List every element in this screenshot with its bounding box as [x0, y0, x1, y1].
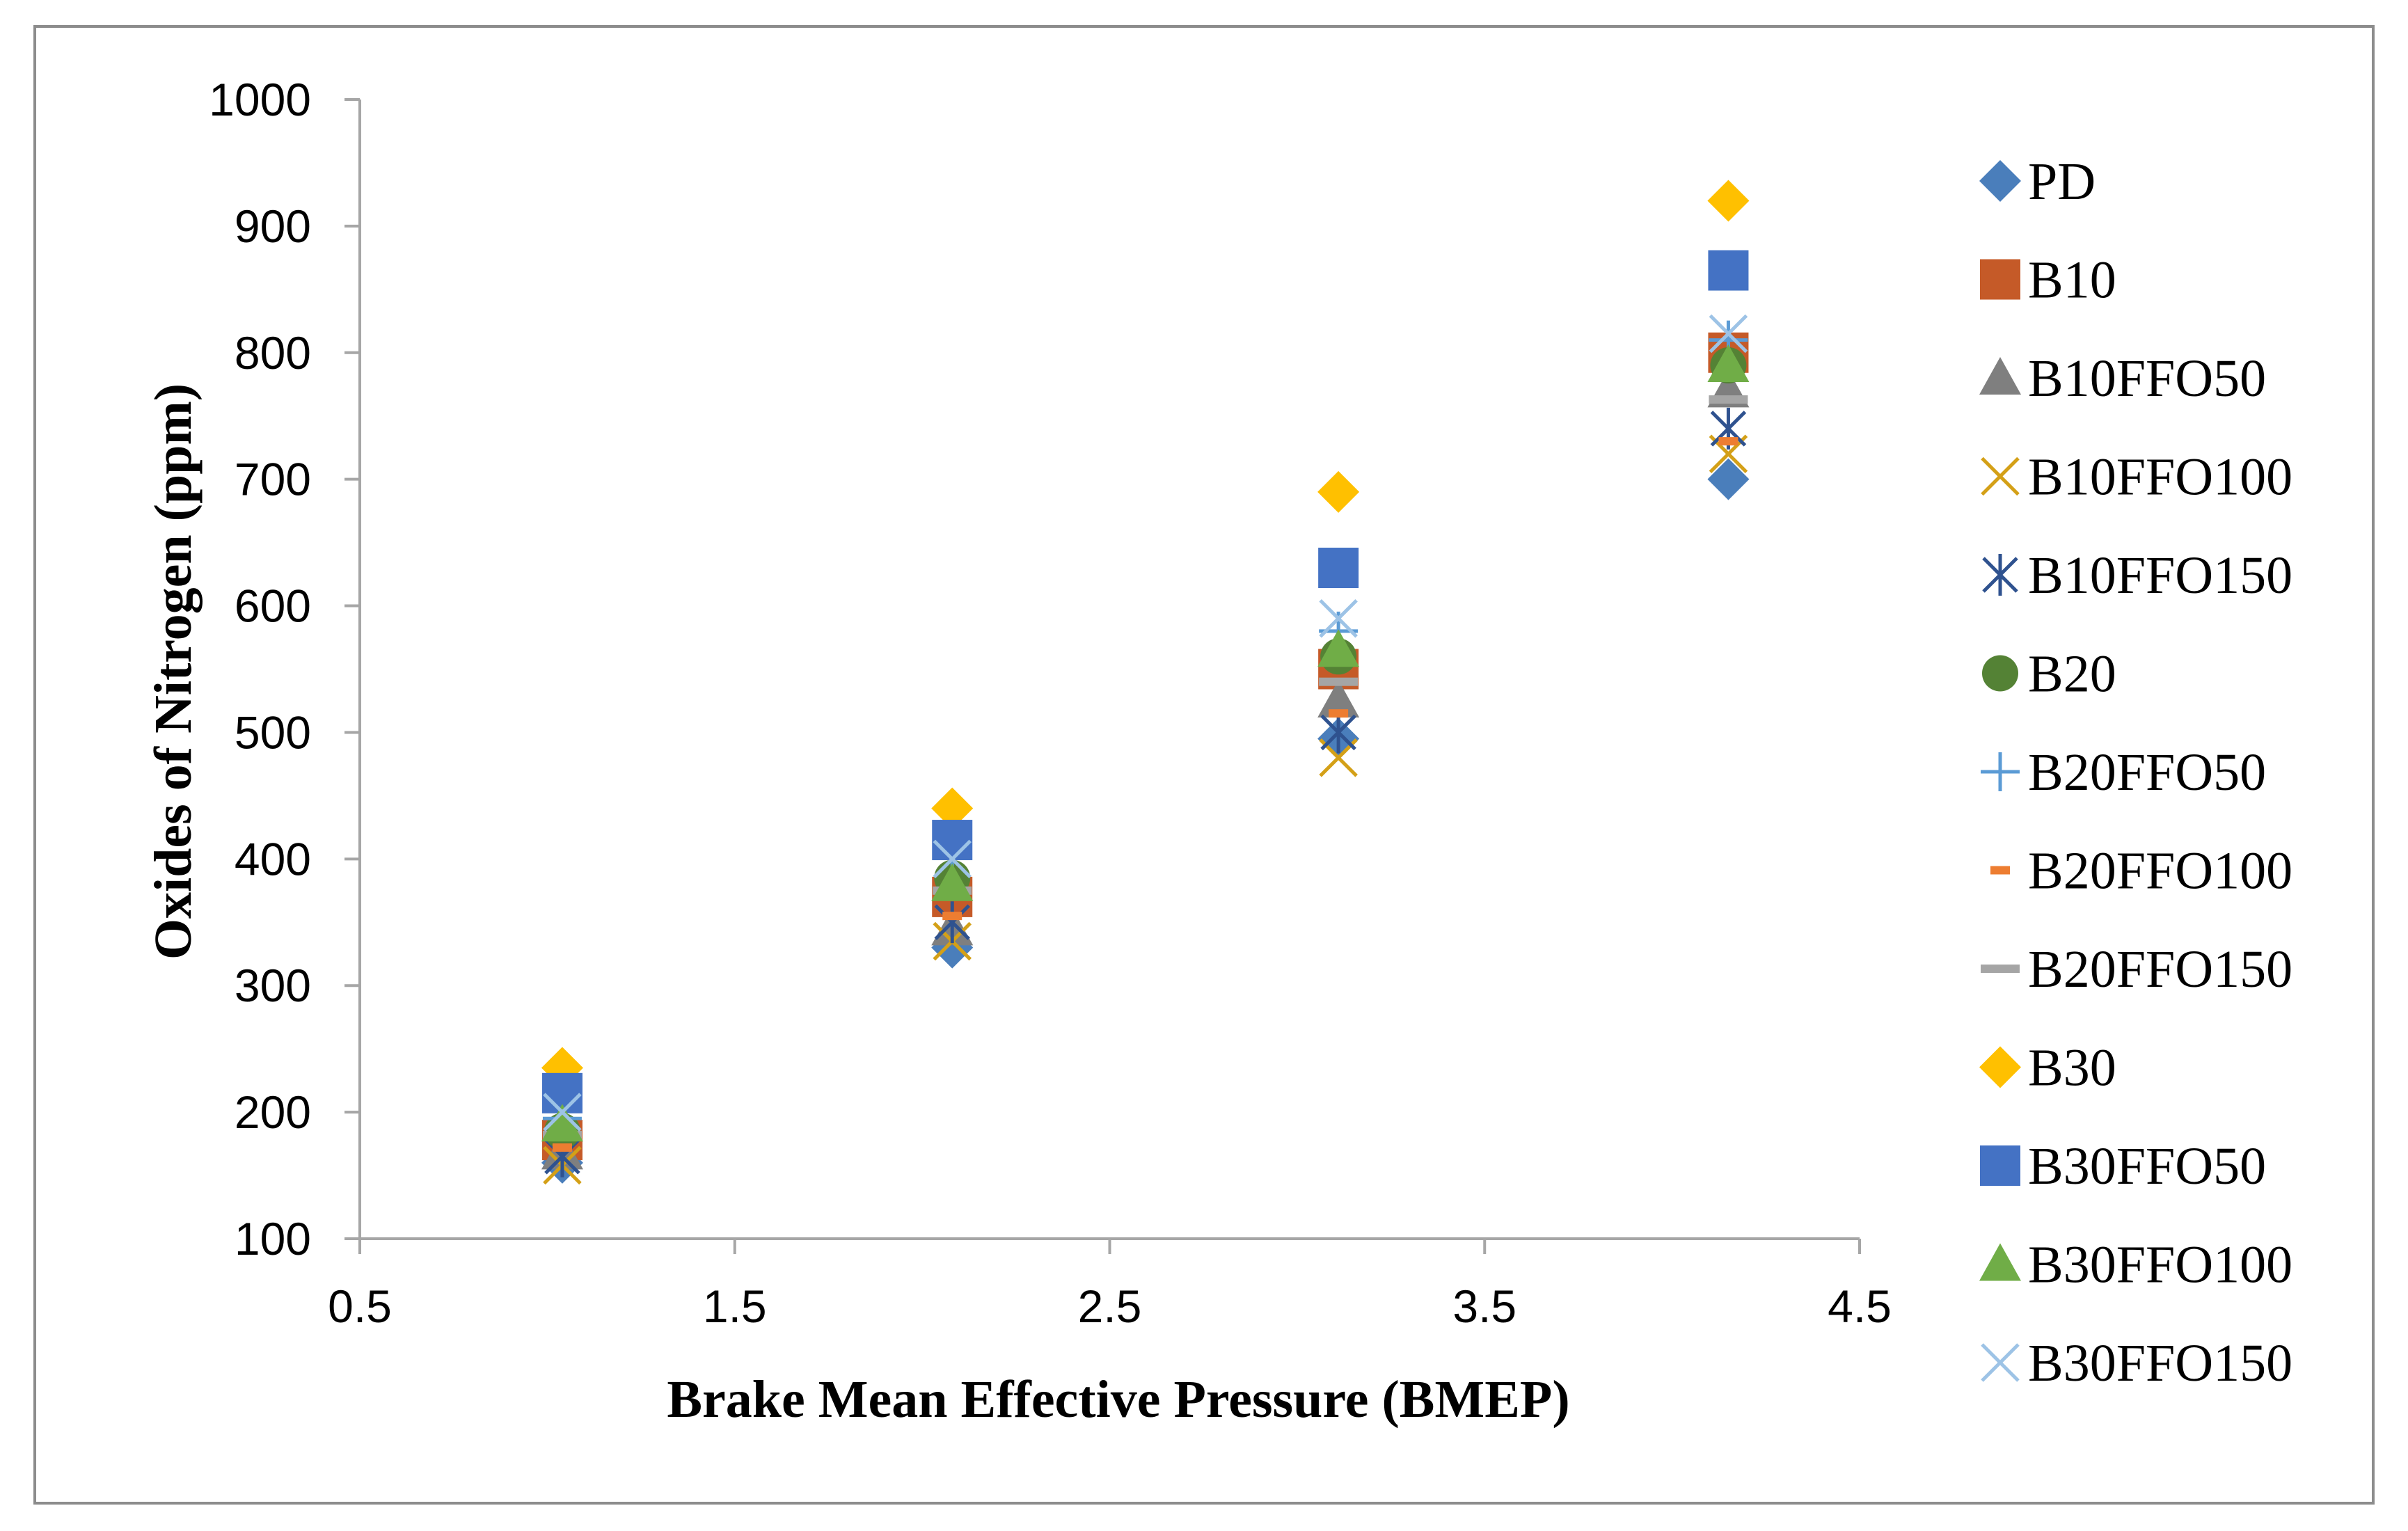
point-b30ffo50 [1708, 250, 1749, 291]
legend-label-b20ffo100: B20FFO100 [2028, 842, 2292, 901]
legend-label-b10: B10 [2028, 251, 2116, 310]
legend-marker-b30ffo50 [1980, 1145, 2020, 1186]
y-tick-label: 800 [235, 327, 311, 379]
legend-item-b30: B30 [1979, 1039, 2116, 1097]
point-b30 [931, 787, 974, 830]
x-axis-title: Brake Mean Effective Pressure (BMEP) [667, 1370, 1569, 1429]
y-tick-label: 700 [235, 454, 311, 505]
point-b30ffo150 [933, 839, 972, 879]
point-b20ffo100 [1718, 437, 1738, 446]
legend-marker-b10 [1980, 259, 2020, 300]
legend-item-b20ffo100: B20FFO100 [1990, 842, 2292, 901]
legend-layer: PD B10 B10FFO50 B10FFO100 B10FFO150 B20 B20FFO… [1979, 152, 2292, 1393]
legend-label-b20ffo50: B20FFO50 [2028, 743, 2266, 802]
legend-marker-b10ffo50 [1979, 357, 2021, 395]
point-b30ffo50 [932, 820, 973, 861]
point-b10ffo150 [1320, 711, 1356, 754]
axes-layer [358, 100, 1860, 1240]
legend-label-b30: B30 [2028, 1039, 2116, 1097]
point-b20ffo150 [1319, 677, 1359, 686]
point-b30ffo100 [931, 863, 974, 901]
legend-label-b20ffo150: B20FFO150 [2028, 940, 2292, 999]
legend-label-pd: PD [2028, 152, 2096, 211]
y-tick-label: 400 [235, 833, 311, 885]
chart-frame: 100 200 300 400 500 600 700 800 900 1000 0.5 1.5 2.5… [33, 25, 2375, 1505]
legend-marker-b10ffo100 [1981, 457, 2020, 496]
legend-label-b10ffo100: B10FFO100 [2028, 448, 2292, 507]
y-tick-label: 600 [235, 580, 311, 632]
legend-label-b10ffo150: B10FFO150 [2028, 546, 2292, 605]
legend-item-b20: B20 [1982, 645, 2116, 704]
legend-item-b30ffo50: B30FFO50 [1980, 1137, 2266, 1196]
y-axis-title: Oxides of Nitrogen (ppm) [144, 383, 203, 960]
points-layer [541, 180, 1750, 1185]
x-tick-label: 1.5 [703, 1280, 767, 1332]
point-b30ffo150 [1319, 598, 1358, 638]
y-tick-label: 300 [235, 960, 311, 1011]
legend-marker-b30ffo150 [1981, 1343, 2020, 1382]
point-b20ffo150 [1709, 395, 1748, 404]
x-tick-label: 2.5 [1078, 1280, 1142, 1332]
point-b30 [1707, 180, 1750, 222]
legend-item-b10ffo100: B10FFO100 [1981, 448, 2292, 507]
legend-label-b10ffo50: B10FFO50 [2028, 349, 2266, 408]
legend-label-b20: B20 [2028, 645, 2116, 704]
legend-item-b20ffo150: B20FFO150 [1981, 940, 2292, 999]
y-tick-label: 500 [235, 706, 311, 758]
point-b30ffo100 [541, 1104, 583, 1142]
point-b20ffo100 [552, 1143, 572, 1152]
point-b20ffo100 [942, 912, 963, 921]
legend-marker-b20ffo50 [1981, 752, 2020, 791]
legend-item-b30ffo100: B30FFO100 [1979, 1236, 2292, 1294]
point-b30ffo50 [1318, 547, 1359, 588]
legend-marker-b20ffo150 [1981, 965, 2020, 973]
legend-item-b10ffo150: B10FFO150 [1982, 546, 2292, 605]
y-tick-label: 1000 [209, 74, 311, 125]
point-b30 [1317, 470, 1360, 513]
legend-marker-b30ffo100 [1979, 1243, 2021, 1281]
legend-label-b30ffo100: B30FFO100 [2028, 1236, 2292, 1294]
point-b30ffo150 [1709, 314, 1748, 354]
ticks-layer: 100 200 300 400 500 600 700 800 900 1000 0.5 1.5 2.5… [209, 74, 1892, 1332]
point-b10ffo50 [1317, 679, 1360, 717]
point-b30ffo150 [543, 1093, 582, 1132]
point-b20ffo100 [1329, 709, 1349, 718]
point-b30ffo100 [1707, 344, 1750, 382]
legend-item-b10ffo50: B10FFO50 [1979, 349, 2266, 408]
point-pd [1707, 458, 1750, 500]
point-b30ffo100 [1317, 629, 1360, 667]
point-b10ffo150 [934, 901, 970, 944]
y-tick-label: 900 [235, 200, 311, 252]
legend-marker-pd [1979, 160, 2021, 202]
x-tick-label: 3.5 [1452, 1280, 1516, 1332]
legend-item-pd: PD [1979, 152, 2096, 211]
x-tick-label: 0.5 [328, 1280, 392, 1332]
legend-item-b20ffo50: B20FFO50 [1981, 743, 2266, 802]
legend-marker-b20 [1982, 655, 2018, 692]
x-tick-label: 4.5 [1828, 1280, 1892, 1332]
legend-label-b30ffo50: B30FFO50 [2028, 1137, 2266, 1196]
legend-marker-b10ffo150 [1982, 554, 2018, 596]
y-tick-label: 100 [235, 1213, 311, 1264]
legend-item-b30ffo150: B30FFO150 [1981, 1334, 2292, 1393]
nox-scatter-chart: 100 200 300 400 500 600 700 800 900 1000 0.5 1.5 2.5… [144, 74, 2292, 1429]
legend-item-b10: B10 [1980, 251, 2116, 310]
y-tick-label: 200 [235, 1086, 311, 1138]
legend-marker-b30 [1979, 1046, 2021, 1088]
legend-label-b30ffo150: B30FFO150 [2028, 1334, 2292, 1393]
legend-marker-b20ffo100 [1990, 866, 2010, 875]
